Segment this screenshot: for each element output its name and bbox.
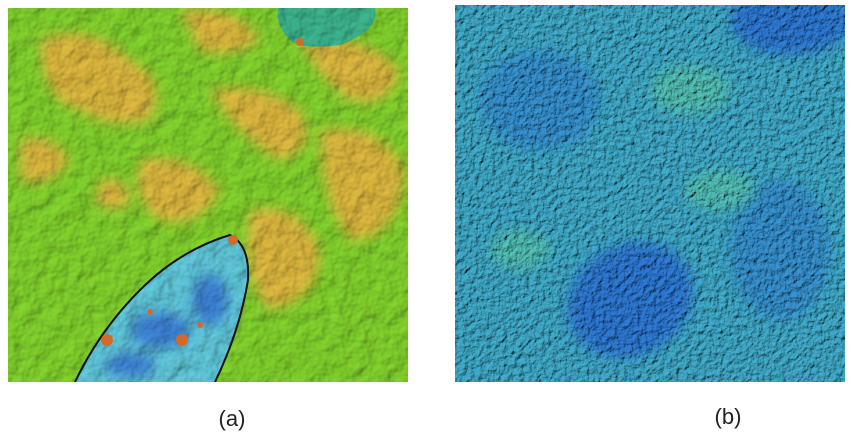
panel-b-image <box>455 0 850 382</box>
figure: (a) (b) <box>0 0 851 441</box>
panel-a-image <box>8 8 408 382</box>
panel-label: (a) <box>219 406 246 431</box>
panel-label: (b) <box>715 404 742 429</box>
